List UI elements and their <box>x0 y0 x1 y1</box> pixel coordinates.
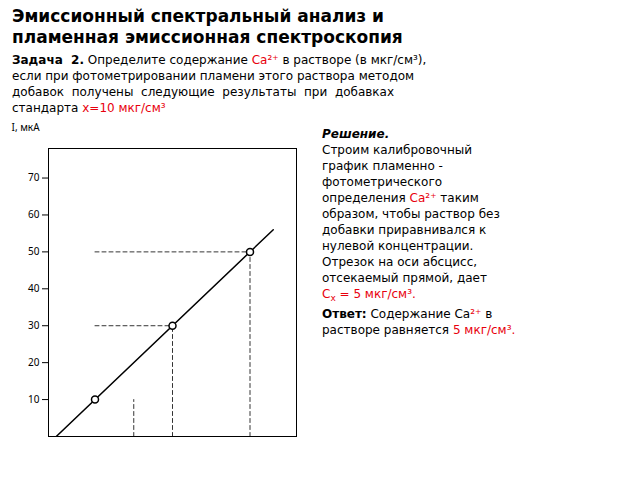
html-text:Строим калибровочный: Строим калибровочный <box>322 143 472 157</box>
svg-text:10: 10 <box>28 392 40 406</box>
html-text:добавки приравнивался к: добавки приравнивался к <box>322 223 487 237</box>
html-text:фотометрического: фотометрического <box>322 175 443 189</box>
html-text:отсекаемый прямой, дает: отсекаемый прямой, дает <box>322 271 487 285</box>
html-text:пламенная эмиссионная спектрос: пламенная эмиссионная спектроскопия <box>12 27 403 47</box>
svg-text:I, мкА: I, мкА <box>12 120 41 134</box>
svg-text:50: 50 <box>28 244 40 258</box>
html-text:определения Ca²⁺ таким: определения Ca²⁺ таким <box>322 191 479 205</box>
svg-text:60: 60 <box>28 207 40 221</box>
html-text:нулевой концентрации.: нулевой концентрации. <box>322 239 474 253</box>
html-text:график пламенно -: график пламенно - <box>322 159 443 173</box>
html-text:Ответ: Содержание Ca ²⁺ в: Ответ: Содержание Ca ²⁺ в <box>322 307 493 322</box>
html-text:Отрезок на оси абсцисс,: Отрезок на оси абсцисс, <box>322 255 478 269</box>
html-text:Cx= 5 мкг/см³.: Cx= 5 мкг/см³. <box>322 287 416 304</box>
html-text:Решение.: Решение. <box>322 127 390 141</box>
html-text:Эмиссионный спектральный анали: Эмиссионный спектральный анализ и <box>12 6 384 26</box>
svg-text:30: 30 <box>28 318 40 332</box>
html-text:образом, чтобы раствор без: образом, чтобы раствор без <box>322 207 500 221</box>
svg-text:40: 40 <box>28 281 40 295</box>
html-text:растворе равняется 5 мкг/см³.: растворе равняется 5 мкг/см³. <box>322 323 516 338</box>
html-text:добавок получены следующие рез: добавок получены следующие результаты пр… <box>12 85 395 99</box>
svg-text:70: 70 <box>28 170 40 184</box>
svg-text:20: 20 <box>28 355 40 369</box>
html-text:Задача 2. Определите содержани: Задача 2. Определите содержание Ca²⁺ в р… <box>12 53 427 67</box>
html-text:стандарта x=10 мкг/см³: стандарта x=10 мкг/см³ <box>12 101 166 115</box>
html-text:если при фотометрировании плам: если при фотометрировании пламени этого … <box>12 69 415 83</box>
